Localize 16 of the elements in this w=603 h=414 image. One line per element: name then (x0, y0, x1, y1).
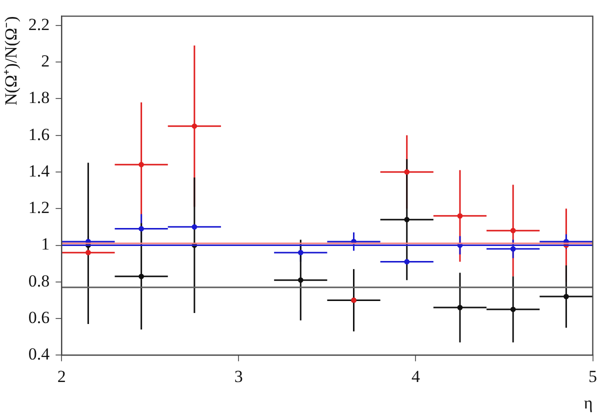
y-tick-label: 1.4 (28, 161, 50, 180)
y-axis-title: N(Ω⁺)/N(Ω⁻) (2, 16, 21, 106)
x-tick-label: 5 (588, 366, 597, 386)
x-tick-label: 4 (411, 366, 420, 386)
y-tick-label: 1.2 (28, 198, 50, 218)
y-tick-label: 1.8 (28, 88, 50, 108)
y-tick-label: 0.4 (28, 344, 50, 364)
y-tick-label: 1.6 (28, 124, 50, 144)
x-tick-label: 2 (57, 366, 66, 386)
x-tick-label: 3 (234, 366, 243, 386)
y-tick-label: 0.6 (28, 308, 50, 328)
y-tick-label: 2 (41, 51, 50, 70)
y-tick-label: 2.2 (28, 14, 50, 34)
x-axis-title: η (584, 393, 593, 412)
y-tick-label: 1 (41, 234, 50, 254)
y-tick-label: 0.8 (28, 271, 50, 290)
